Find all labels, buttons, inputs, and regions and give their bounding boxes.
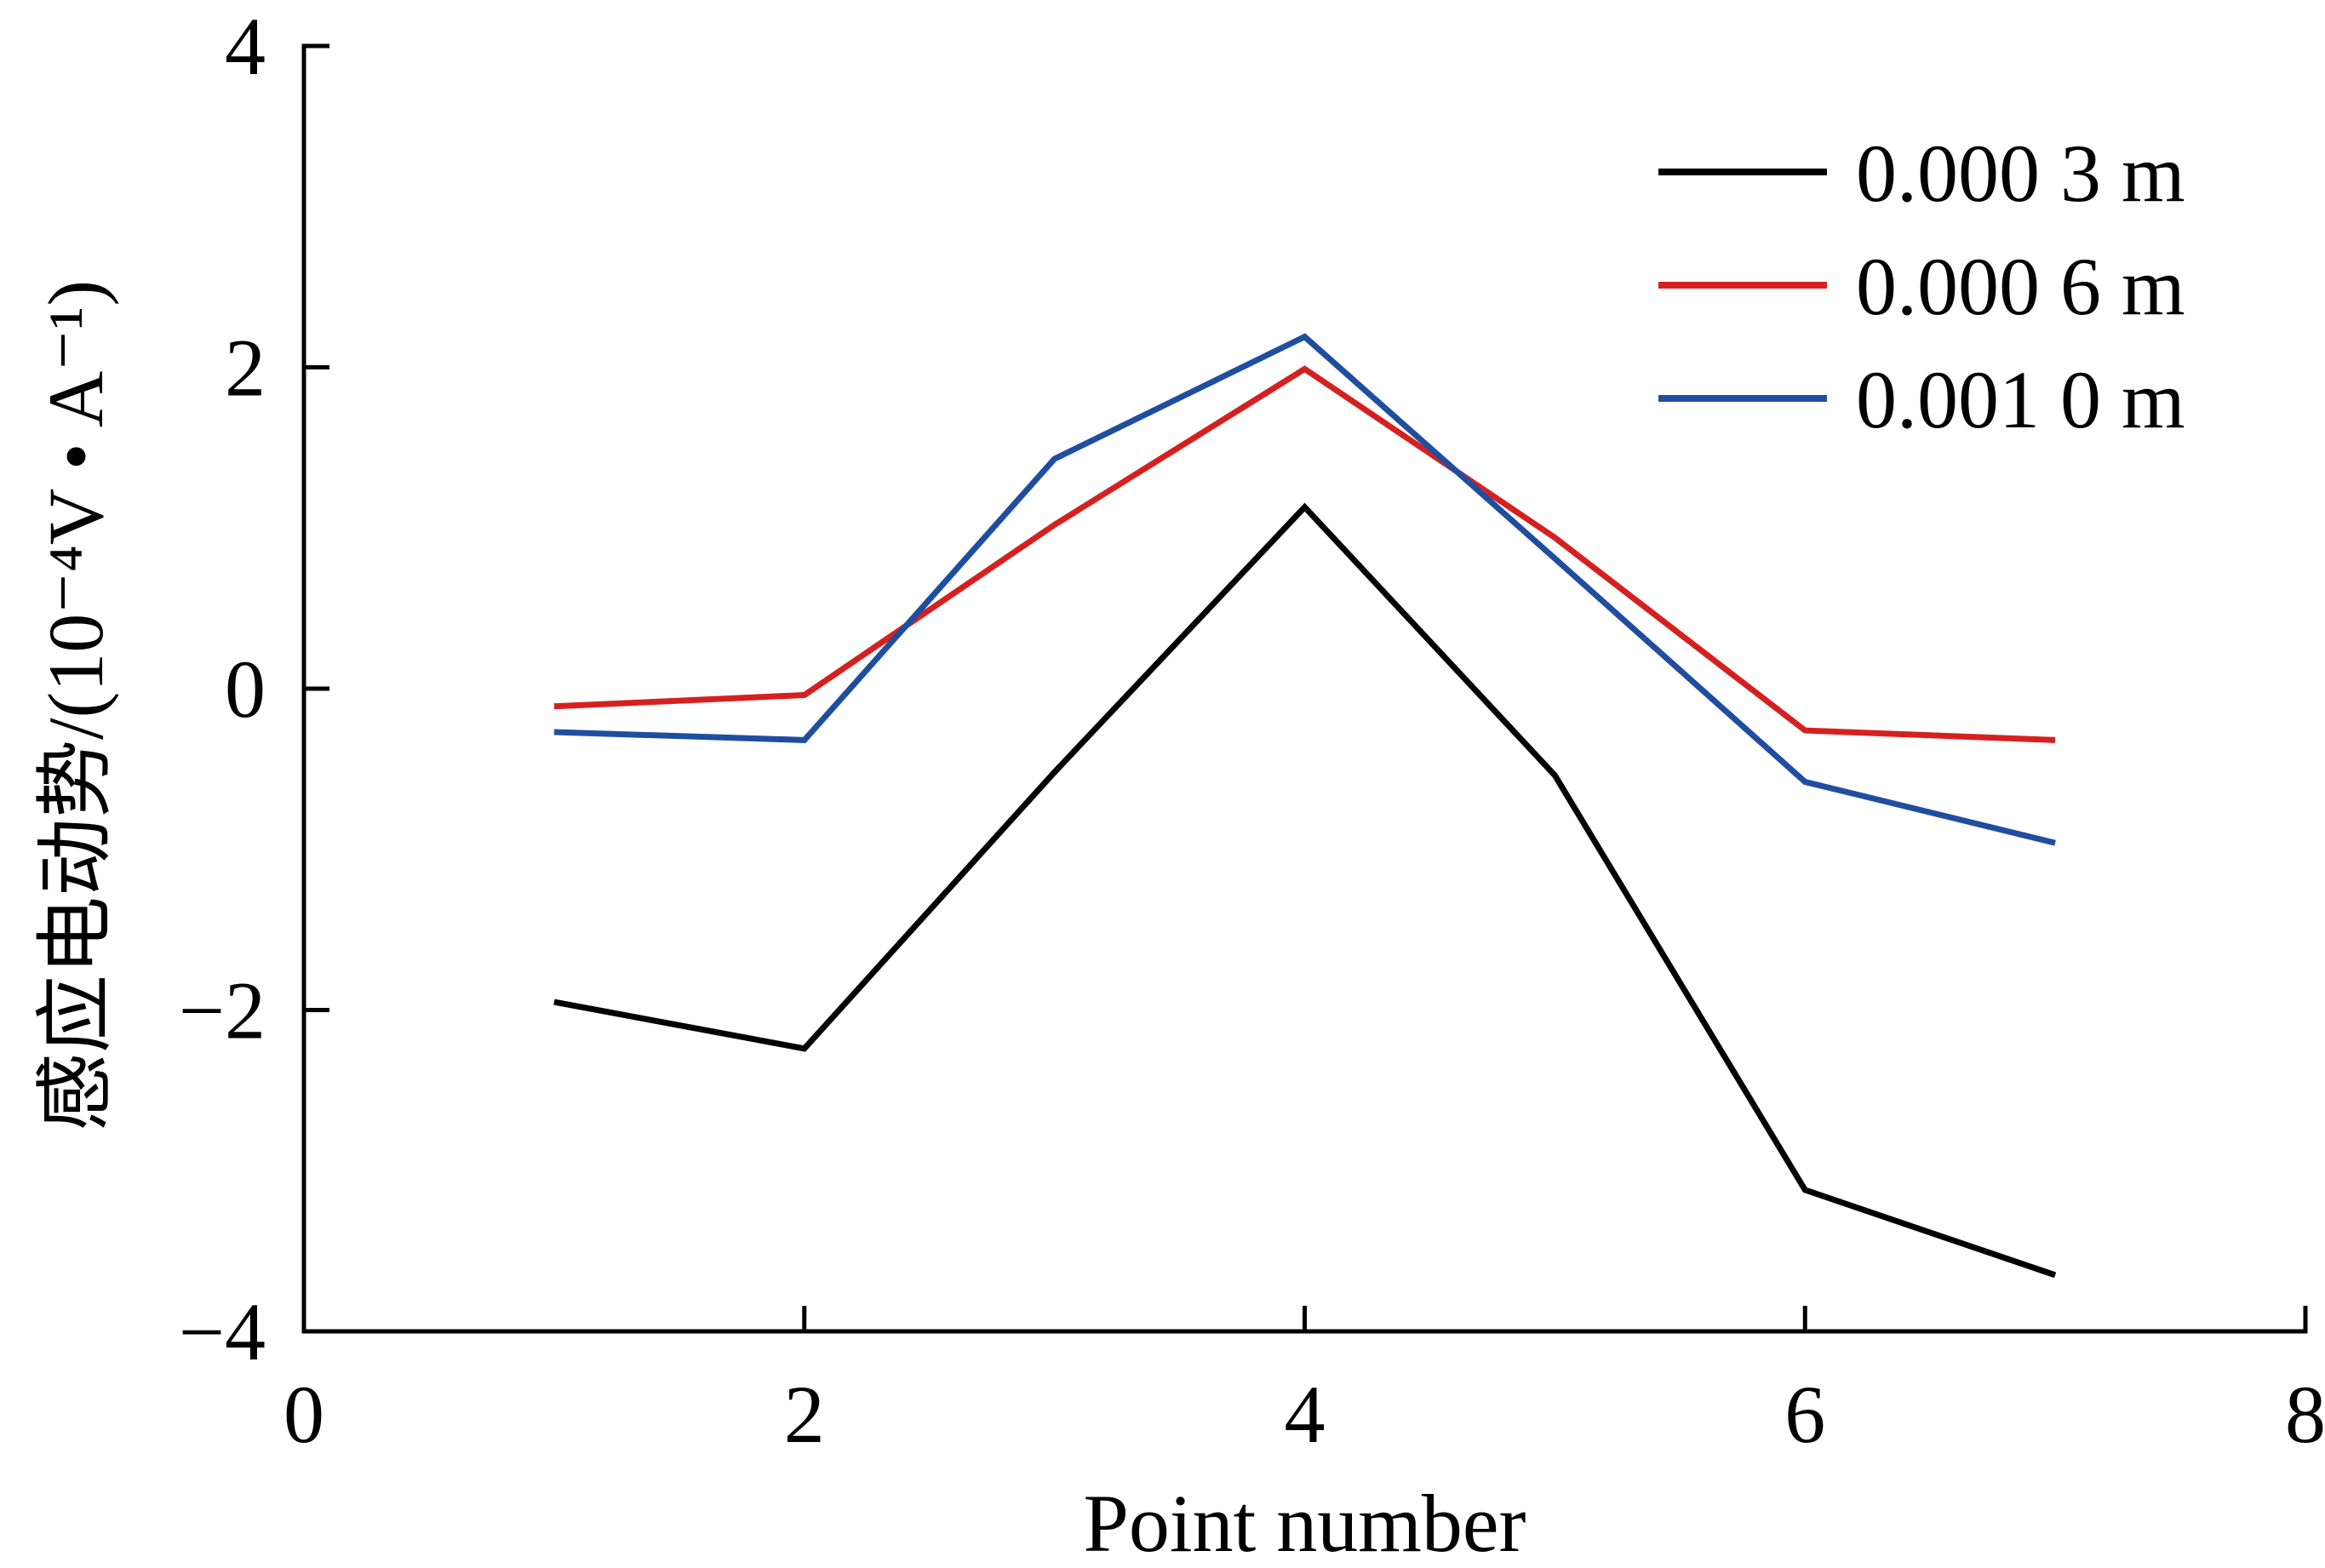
y-tick-label: −2 [179, 965, 266, 1056]
legend-item: 0.000 6 m [1658, 241, 2185, 332]
x-tick-label: 6 [1784, 1369, 1825, 1460]
x-tick-label: 4 [1285, 1369, 1326, 1460]
legend-label: 0.001 0 m [1856, 354, 2185, 445]
legend-label: 0.000 6 m [1856, 241, 2185, 332]
legend-item: 0.000 3 m [1658, 128, 2185, 219]
series-line [553, 502, 2057, 1279]
x-ticks: 0 2 4 6 8 [283, 1306, 2325, 1460]
legend: 0.000 3 m 0.000 6 m 0.001 0 m [1658, 128, 2185, 445]
series-line [553, 365, 2056, 743]
legend-item: 0.001 0 m [1658, 354, 2185, 445]
axes [301, 43, 2308, 1334]
x-tick-label: 2 [784, 1369, 825, 1460]
y-tick-label: 0 [225, 644, 266, 735]
y-tick-label: −4 [179, 1286, 266, 1377]
series-1 [553, 502, 2057, 1279]
y-tick-label: 4 [225, 1, 266, 92]
legend-label: 0.000 3 m [1856, 128, 2185, 219]
x-tick-label: 8 [2285, 1369, 2325, 1460]
y-tick-label: 2 [225, 323, 266, 414]
series-line [553, 333, 2056, 846]
series-2 [553, 365, 2056, 743]
x-axis-label: Point number [1084, 1478, 1526, 1568]
y-axis-label: 感应电动势/(10⁻⁴V • A⁻¹) [32, 280, 119, 1131]
x-tick-label: 0 [283, 1369, 324, 1460]
y-ticks: 4 2 0 −2 −4 [179, 1, 329, 1377]
series-3 [553, 333, 2056, 846]
series-layer [553, 333, 2057, 1279]
